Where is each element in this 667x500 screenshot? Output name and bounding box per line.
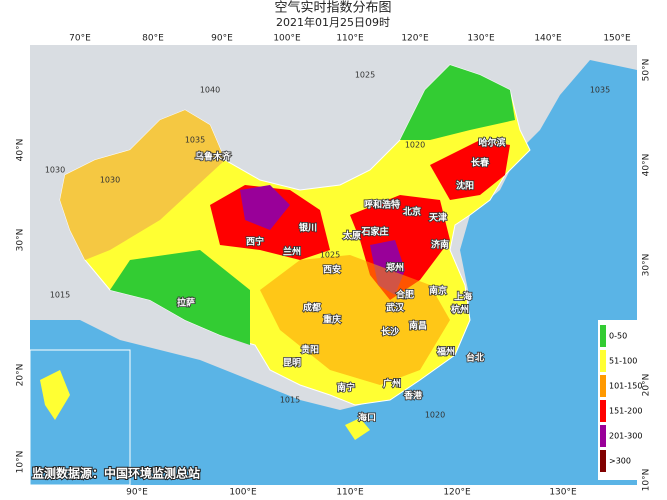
city-label: 沈阳 [456,180,474,192]
isobar-label: 1015 [50,291,70,300]
longitude-label: 90°E [126,488,148,498]
region-purple [240,185,290,230]
longitude-label: 120°E [401,34,429,44]
city-label: 福州 [436,346,455,358]
longitude-label: 150°E [603,34,631,44]
isobar-label: 1035 [590,86,610,95]
legend-label: 0-50 [609,332,627,341]
legend-label: 51-100 [609,357,637,366]
legend-swatch [600,450,606,472]
longitude-label: 100°E [273,34,301,44]
region-green [110,250,250,345]
city-label: 香港 [403,390,423,402]
city-label: 济南 [431,239,449,251]
city-label: 银川 [299,222,317,234]
city-label: 天津 [429,212,447,224]
city-label: 合肥 [396,289,414,301]
isobar-label: 1020 [425,411,445,420]
longitude-label: 130°E [549,488,577,498]
title: 空气实时指数分布图 [274,0,391,16]
city-label: 拉萨 [177,297,195,309]
region-orange [60,110,225,260]
city-label: 西宁 [246,236,264,248]
city-label: 南京 [429,285,447,297]
source: 监测数据源：中国环境监测总站 [32,466,200,481]
isobar-label: 1025 [320,251,340,260]
hainan [345,418,370,440]
city-label: 呼和浩特 [364,199,400,211]
city-label: 海口 [358,412,376,424]
longitude-label: 130°E [467,34,495,44]
longitude-label: 70°E [69,34,91,44]
legend-swatch [600,350,606,372]
latitude-label: 20°N [642,374,652,397]
isobar-label: 1015 [280,396,300,405]
latitude-label: 50°N [642,59,652,82]
legend-label: 201-300 [609,432,642,441]
isobar-label: 1030 [100,176,120,185]
city-label: 杭州 [451,304,469,316]
latitude-label: 40°N [16,139,26,162]
inset [29,349,131,486]
city-label: 重庆 [323,314,341,326]
city-label: 南宁 [337,382,355,394]
longitude-label: 110°E [336,488,364,498]
longitude-label: 90°E [211,34,233,44]
legend-swatch [600,375,606,397]
city-label: 哈尔滨 [478,137,505,149]
isobar-label: 1020 [405,141,425,150]
city-label: 长春 [471,157,490,169]
region-orange [260,255,450,385]
city-label: 乌鲁木齐 [195,151,232,163]
legend-label: 151-200 [609,407,642,416]
isobar-label: 1035 [185,136,205,145]
city-label: 武汉 [386,302,405,314]
city-label: 贵阳 [301,344,319,356]
legend-swatch [600,325,606,347]
city-label: 昆明 [283,358,301,369]
city-label: 石家庄 [360,226,388,238]
longitude-label: 80°E [142,34,164,44]
city-label: 兰州 [283,246,301,258]
city-label: 广州 [383,378,401,390]
latitude-label: 10°N [642,469,652,492]
region-green [400,65,515,140]
latitude-label: 10°N [16,451,26,474]
longitude-label: 110°E [336,34,364,44]
region-red [430,140,510,200]
latitude-label: 30°N [16,229,26,252]
longitude-label: 100°E [229,488,257,498]
legend-swatch [600,425,606,447]
legend-label: >300 [609,457,631,466]
city-label: 西安 [323,264,341,276]
city-label: 台北 [466,352,484,364]
legend-label: 101-150 [609,382,642,391]
subtitle: 2021年01月25日09时 [276,15,390,29]
city-label: 郑州 [386,262,404,274]
isobar-label: 1040 [200,86,220,95]
latitude-label: 20°N [16,364,26,387]
city-label: 北京 [403,206,421,218]
isobar-label: 1030 [45,166,65,175]
city-label: 上海 [454,291,472,303]
legend-swatch [600,400,606,422]
inset-land [40,370,70,420]
city-label: 太原 [342,230,361,242]
city-label: 长沙 [381,326,399,338]
latitude-label: 40°N [642,154,652,177]
longitude-label: 120°E [443,488,471,498]
city-label: 成都 [303,302,321,314]
longitude-label: 140°E [534,34,562,44]
isobar-label: 1025 [355,71,375,80]
latitude-label: 30°N [642,254,652,277]
city-label: 南昌 [409,320,427,332]
